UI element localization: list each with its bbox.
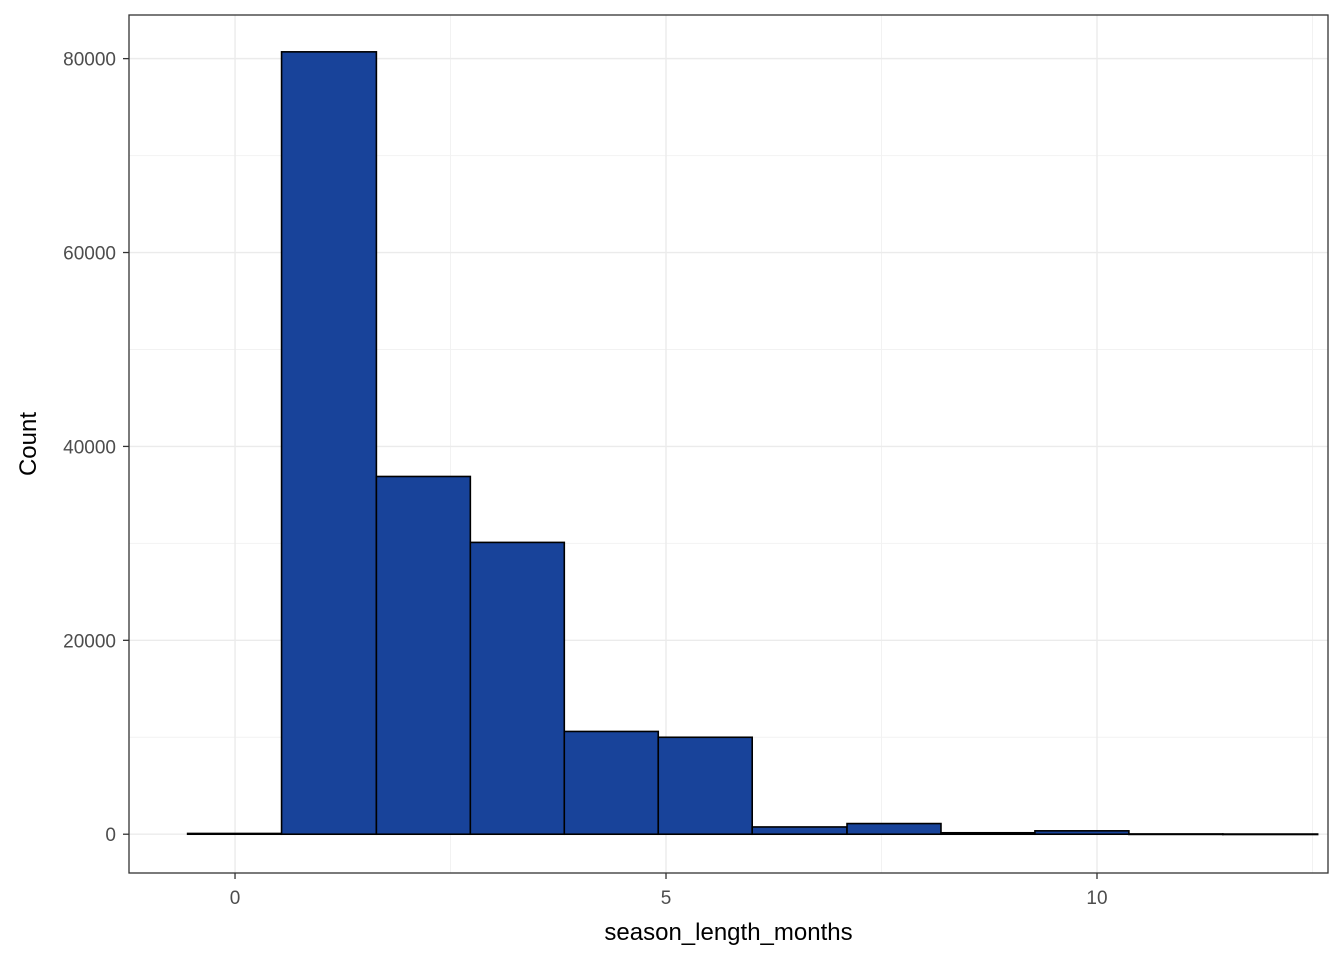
histogram-bar <box>657 736 754 836</box>
histogram-bar <box>469 541 566 836</box>
histogram-bar <box>280 51 378 836</box>
panel-border <box>128 14 1329 874</box>
y-tick-label: 80000 <box>63 50 116 71</box>
histogram-bar <box>846 822 942 836</box>
y-tick-label: 0 <box>105 825 116 846</box>
y-axis-title: Count <box>15 412 42 476</box>
histogram-bar <box>1222 833 1319 836</box>
x-axis: 0 5 10 <box>230 873 1108 909</box>
x-tick-label: 10 <box>1086 888 1107 909</box>
y-tick-label: 40000 <box>63 437 116 458</box>
histogram-bar <box>563 730 660 836</box>
x-axis-title: season_length_months <box>604 919 852 946</box>
histogram-bar <box>1034 830 1130 836</box>
histogram-bar <box>186 832 283 836</box>
y-tick-label: 20000 <box>63 631 116 652</box>
histogram-bars <box>186 51 1319 836</box>
y-tick-label: 60000 <box>63 244 116 265</box>
y-axis: 0 20000 40000 60000 80000 <box>63 50 129 846</box>
histogram-bar <box>1128 833 1224 836</box>
histogram-bar <box>375 475 472 836</box>
histogram-bar <box>940 831 1036 836</box>
x-tick-label: 0 <box>230 888 241 909</box>
x-tick-label: 5 <box>661 888 672 909</box>
histogram-bar <box>751 826 848 836</box>
